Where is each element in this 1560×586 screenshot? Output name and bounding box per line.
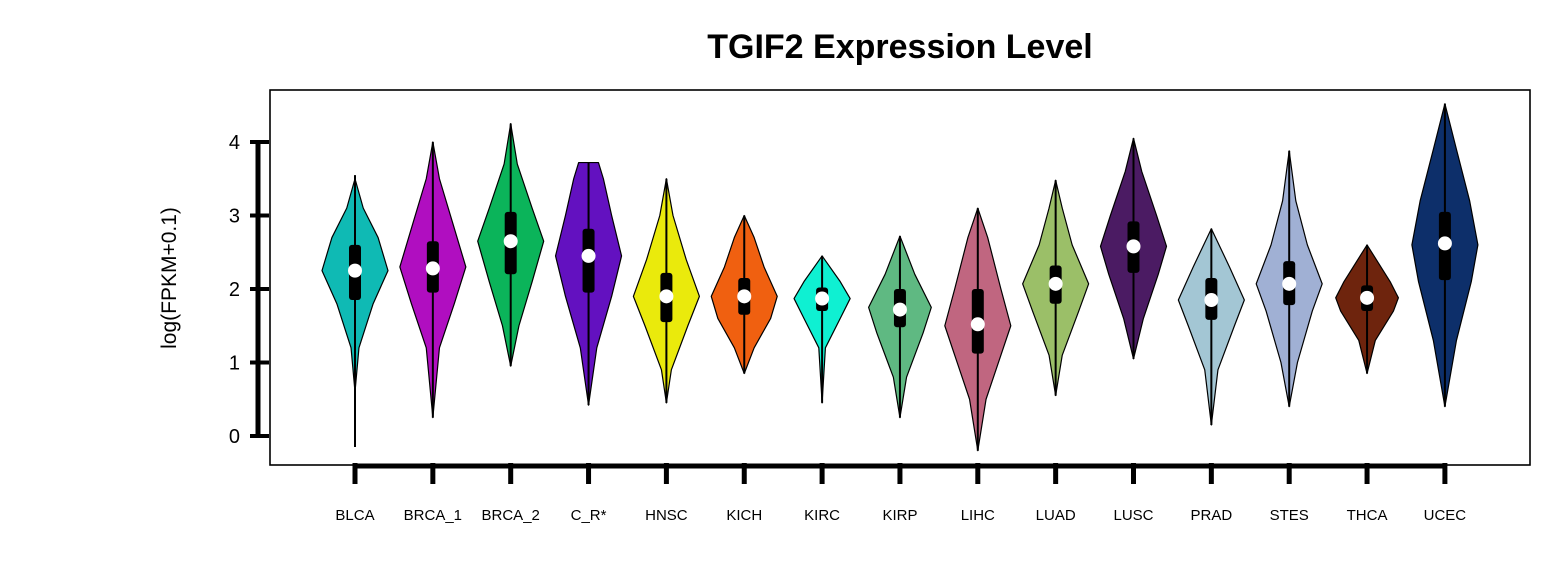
- violin-luad: [1022, 179, 1090, 397]
- violin-hnsc: [632, 178, 700, 404]
- y-tick-label: 1: [229, 353, 240, 375]
- violin-kirc: [793, 255, 851, 404]
- x-tick-label: BRCA_1: [404, 507, 462, 524]
- violin-median-point: [1204, 293, 1219, 308]
- violin-median-point: [1126, 239, 1141, 254]
- violin-median-point: [425, 261, 440, 276]
- x-tick-label: BRCA_2: [482, 507, 540, 524]
- violin-brca-1: [399, 141, 467, 419]
- violin-ucec: [1411, 103, 1479, 408]
- violin-blca: [321, 175, 389, 448]
- x-tick-label: PRAD: [1191, 507, 1233, 524]
- violin-lusc: [1099, 137, 1168, 360]
- x-tick-label: STES: [1270, 507, 1309, 524]
- x-tick-label: KIRP: [882, 507, 917, 524]
- violin-median-point: [1282, 276, 1297, 291]
- violin-median-point: [737, 289, 752, 304]
- violin-prad: [1177, 228, 1245, 426]
- x-tick-label: HNSC: [645, 507, 688, 524]
- y-tick-label: 4: [229, 132, 240, 154]
- x-tick-label: LUSC: [1113, 507, 1153, 524]
- y-axis-label: log(FPKM+0.1): [158, 207, 181, 349]
- x-tick-label: KICH: [726, 507, 762, 524]
- violin-median-point: [1048, 276, 1063, 291]
- chart-title: TGIF2 Expression Level: [707, 28, 1092, 66]
- violin-median-point: [1437, 236, 1452, 251]
- violin-median-point: [503, 234, 518, 249]
- violin-median-point: [970, 317, 985, 332]
- y-tick-label: 0: [229, 426, 240, 448]
- violin-c-r-: [554, 161, 623, 406]
- violin-kirp: [868, 235, 932, 419]
- violin-stes: [1255, 150, 1323, 408]
- violin-median-point: [581, 248, 596, 263]
- y-tick-label: 3: [229, 206, 240, 228]
- violin-kich: [710, 214, 778, 375]
- violin-median-point: [348, 263, 362, 278]
- x-tick-label: UCEC: [1424, 507, 1467, 524]
- violin-median-point: [1360, 290, 1375, 305]
- violin-lihc: [944, 207, 1012, 452]
- x-tick-label: LUAD: [1036, 507, 1076, 524]
- violin-series-group: [321, 103, 1479, 452]
- y-tick-label: 2: [229, 279, 240, 301]
- x-tick-label: C_R*: [571, 507, 607, 524]
- x-axis: BLCA BRCA_1 BRCA_2 C_R* HNSC KICH KIRC KIRP LIHC…: [335, 463, 1466, 524]
- violin-brca-2: [477, 123, 545, 367]
- x-tick-label: BLCA: [335, 507, 374, 524]
- violin-median-point: [892, 302, 907, 317]
- violin-median-point: [815, 291, 830, 306]
- x-tick-label: THCA: [1347, 507, 1388, 524]
- violin-thca: [1335, 244, 1399, 375]
- violin-median-point: [659, 289, 674, 304]
- x-tick-label: KIRC: [804, 507, 840, 524]
- y-axis: 0 1 2 3 4: [229, 132, 269, 448]
- x-tick-label: LIHC: [961, 507, 995, 524]
